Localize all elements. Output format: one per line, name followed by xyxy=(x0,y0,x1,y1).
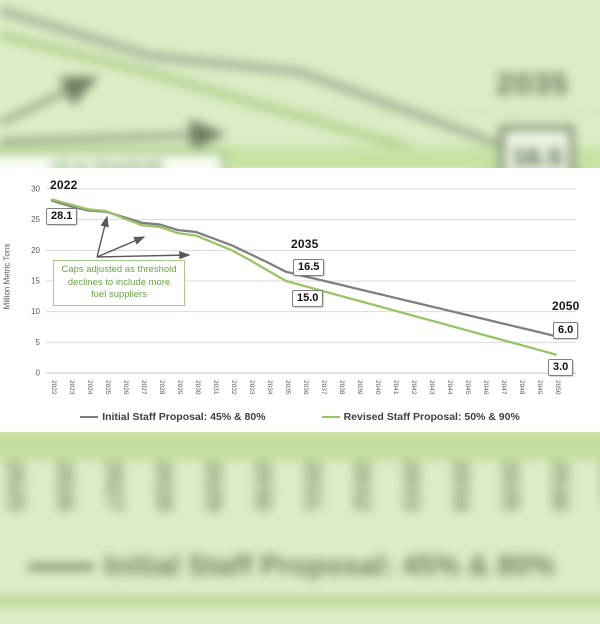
y-tick-label: 0 xyxy=(36,369,41,378)
x-tick-label: 2025 xyxy=(104,380,111,395)
callout-year-2022: 2022 xyxy=(50,178,78,192)
x-tick-label: 2050 xyxy=(554,380,561,395)
y-tick-label: 20 xyxy=(31,246,40,255)
blurred-x-tick-label: 2028 xyxy=(151,460,178,512)
data-label-2035-initial: 16.5 xyxy=(293,259,325,276)
y-tick-label: 10 xyxy=(31,307,40,316)
x-tick-label: 2044 xyxy=(446,380,453,395)
data-label-2022-value: 28.1 xyxy=(46,208,78,225)
x-tick-label: 2031 xyxy=(212,380,219,395)
x-tick-label: 2039 xyxy=(356,380,363,395)
blurred-x-tick-label: 2029 xyxy=(201,460,227,512)
x-tick-label: 2036 xyxy=(302,380,309,395)
blurred-x-tick-label: 2031 xyxy=(300,460,326,512)
x-tick-label: 2024 xyxy=(86,380,93,395)
blurred-annotation-arrow xyxy=(0,76,99,126)
chart-legend: Initial Staff Proposal: 45% & 80% Revised… xyxy=(0,411,600,423)
x-tick-label: 2049 xyxy=(536,380,543,395)
data-label-2035-revised: 15.0 xyxy=(292,290,324,307)
annotation-arrow xyxy=(96,236,146,258)
revised-proposal-line xyxy=(50,198,558,356)
annotation-arrow xyxy=(96,215,109,258)
x-tick-label: 2022 xyxy=(50,380,57,395)
blurred-legend-dash xyxy=(28,563,94,570)
blurred-x-tick-label: 2037 xyxy=(597,460,600,512)
blurred-legend: Initial Staff Proposal: 45% & 80% xyxy=(28,550,555,583)
x-tick-label: 2023 xyxy=(68,380,75,395)
callout-year-2050: 2050 xyxy=(552,299,580,313)
x-tick-label: 2043 xyxy=(428,380,435,395)
callout-year-2035: 2035 xyxy=(291,237,319,251)
blurred-axis-years: 2025 2026 2027 2028 2029 2030 2031 2032 2033 2034… xyxy=(0,460,600,540)
x-tick-label: 2028 xyxy=(158,380,165,395)
annotation-note-text: Caps adjusted as threshold declines to i… xyxy=(61,264,177,301)
legend-dash xyxy=(80,415,99,419)
y-tick-label: 30 xyxy=(31,185,40,194)
blurred-x-tick-label: 2032 xyxy=(349,460,376,512)
legend-label: Initial Staff Proposal: 45% & 80% xyxy=(102,411,266,423)
x-tick-label: 2026 xyxy=(122,380,129,395)
x-tick-label: 2042 xyxy=(410,380,417,395)
x-tick-label: 2046 xyxy=(482,380,489,395)
legend-dash xyxy=(321,415,340,419)
x-tick-label: 2045 xyxy=(464,380,471,395)
x-tick-label: 2035 xyxy=(284,380,291,395)
blurred-annotation-arrow xyxy=(0,119,226,152)
y-axis-title: Million Metric Tons xyxy=(2,243,12,310)
annotation-arrow xyxy=(96,251,191,260)
legend-item: Revised Staff Proposal: 50% & 90% xyxy=(321,411,520,423)
data-label-2050-initial: 6.0 xyxy=(553,322,579,339)
x-tick-label: 2047 xyxy=(500,380,507,395)
blurred-x-tick-label: 2026 xyxy=(52,460,79,512)
blurred-year-callout: 2035 xyxy=(496,66,569,101)
background-band-bottom xyxy=(0,430,600,460)
y-tick-label: 25 xyxy=(31,215,40,224)
x-tick-label: 2032 xyxy=(230,380,237,395)
data-label-2050-revised: 3.0 xyxy=(548,359,574,376)
blurred-x-tick-label: 2033 xyxy=(399,460,425,512)
blurred-x-tick-label: 2036 xyxy=(547,460,574,512)
x-tick-label: 2029 xyxy=(176,380,183,395)
x-tick-label: 2030 xyxy=(194,380,201,395)
x-tick-label: 2038 xyxy=(338,380,345,395)
x-tick-label: 2027 xyxy=(140,380,147,395)
x-tick-label: 2048 xyxy=(518,380,525,395)
blurred-x-tick-label: 2025 xyxy=(3,460,29,512)
blurred-x-tick-label: 2035 xyxy=(498,460,524,512)
x-tick-label: 2033 xyxy=(248,380,255,395)
annotation-note-box: Caps adjusted as threshold declines to i… xyxy=(53,260,185,306)
blurred-x-tick-label: 2030 xyxy=(250,460,277,512)
x-tick-label: 2034 xyxy=(266,380,273,395)
y-tick-label: 5 xyxy=(36,338,41,347)
background-band-edge xyxy=(0,596,600,606)
x-tick-label: 2040 xyxy=(374,380,381,395)
legend-item: Initial Staff Proposal: 45% & 80% xyxy=(80,411,266,423)
blurred-legend-label: Initial Staff Proposal: 45% & 80% xyxy=(104,550,556,582)
x-tick-label: 2041 xyxy=(392,380,399,395)
x-tick-label: 2037 xyxy=(320,380,327,395)
y-tick-label: 15 xyxy=(31,277,40,286)
blurred-x-tick-label: 2027 xyxy=(102,460,128,512)
chart-card: 0 5 10 15 20 25 30 2022 2023 2024 2025 2026 2027 2028… xyxy=(0,168,600,432)
legend-label: Revised Staff Proposal: 50% & 90% xyxy=(343,411,520,423)
blurred-x-tick-label: 2034 xyxy=(448,460,475,512)
initial-proposal-line xyxy=(50,199,558,338)
